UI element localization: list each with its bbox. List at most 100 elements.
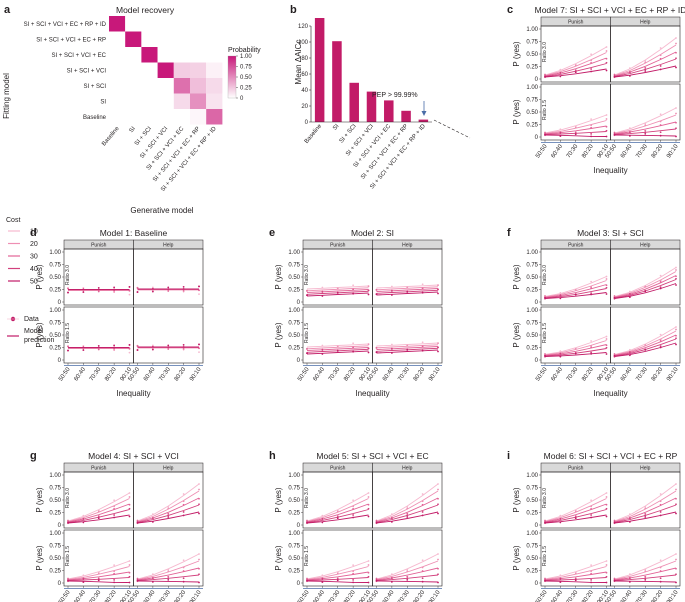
data-point (675, 275, 677, 278)
data-point (198, 567, 200, 570)
legend-cost-label: 50 (30, 278, 38, 285)
data-point (182, 559, 185, 562)
bar (418, 119, 429, 122)
data-point (659, 346, 662, 349)
data-point (128, 344, 131, 346)
x-tick-label: 80:20 (343, 589, 357, 602)
matrix-cell (206, 62, 223, 78)
y-tick-label: 0.25 (49, 569, 61, 575)
legend-cost-label: 40 (30, 266, 38, 273)
data-point (390, 517, 393, 520)
data-point (321, 517, 324, 520)
data-point (113, 505, 116, 508)
matrix-cell (109, 62, 126, 78)
data-point (306, 294, 308, 297)
data-point (644, 131, 647, 134)
data-point (182, 570, 185, 572)
data-point (590, 118, 593, 121)
data-point (136, 579, 139, 582)
data-point (113, 286, 116, 289)
data-point (406, 286, 409, 289)
data-point (321, 514, 324, 517)
matrix-row-label: SI + SCI (83, 84, 106, 90)
matrix-cell (141, 78, 158, 94)
data-point (590, 68, 593, 70)
data-point (151, 517, 154, 520)
data-point (559, 514, 562, 517)
bar-category-label: Baseline (304, 123, 324, 145)
x-tick-label: 70:30 (566, 143, 580, 159)
bar-y-tick-label: 120 (298, 24, 309, 30)
x-axis-label: Inequality (593, 166, 627, 175)
data-point (605, 515, 608, 518)
data-point (574, 289, 577, 291)
data-point (675, 334, 677, 337)
data-point (659, 286, 662, 289)
data-point (182, 580, 185, 583)
matrix-cell (141, 16, 158, 32)
data-point (352, 579, 355, 581)
x-tick-label: 50:50 (297, 589, 311, 602)
data-point (321, 344, 324, 347)
data-point (406, 575, 409, 578)
prediction-line (137, 511, 200, 524)
row-label: Ratio 1.5 (542, 546, 548, 566)
y-tick-label: 0.25 (526, 288, 538, 294)
data-point (113, 581, 116, 584)
data-point (605, 57, 608, 60)
data-point (421, 577, 424, 580)
zoom-connector (433, 119, 471, 139)
data-point (182, 511, 185, 513)
data-point (128, 581, 131, 584)
data-point (321, 574, 324, 577)
data-point (544, 296, 546, 299)
y-tick-label: 1.00 (526, 308, 538, 314)
data-point (613, 579, 616, 582)
data-point (67, 519, 69, 522)
matrix-cell (206, 31, 223, 47)
prediction-line (614, 134, 677, 137)
y-tick-label: 0 (58, 300, 62, 306)
data-point (367, 285, 370, 288)
data-point (198, 503, 200, 506)
data-point (659, 493, 662, 495)
data-point (375, 289, 378, 291)
y-tick-label: 0.75 (49, 263, 61, 269)
data-point (605, 344, 608, 347)
data-point (367, 496, 370, 498)
data-point (605, 560, 608, 562)
y-tick-label: 0.50 (288, 333, 300, 339)
data-point (82, 344, 85, 347)
data-point (605, 275, 608, 278)
data-point (136, 349, 139, 352)
data-point (659, 559, 662, 562)
matrix-cell (109, 31, 126, 47)
data-point (128, 347, 131, 350)
strip-label-help: Help (640, 466, 651, 472)
data-point (613, 75, 616, 78)
data-point (367, 351, 370, 354)
x-tick-label: 50:50 (58, 589, 72, 602)
panel-label: g (30, 450, 37, 462)
data-point (590, 579, 593, 581)
data-point (613, 133, 616, 136)
y-axis-label: P (yes) (274, 487, 283, 513)
data-point (321, 521, 324, 524)
matrix-cell (190, 109, 207, 125)
strip-label-punish: Punish (91, 243, 107, 249)
data-point (590, 133, 593, 135)
panel-label: h (269, 450, 276, 462)
matrix-cell (173, 62, 190, 78)
data-point (375, 347, 378, 349)
data-point (559, 297, 562, 300)
data-point (544, 521, 546, 524)
data-point (421, 500, 424, 503)
prediction-line (614, 283, 677, 299)
data-point (675, 512, 677, 515)
data-point (167, 570, 170, 573)
data-point (605, 61, 608, 64)
colorbar-tick-label: 0.50 (240, 75, 252, 81)
matrix-cell (190, 62, 207, 78)
data-point (644, 61, 647, 64)
